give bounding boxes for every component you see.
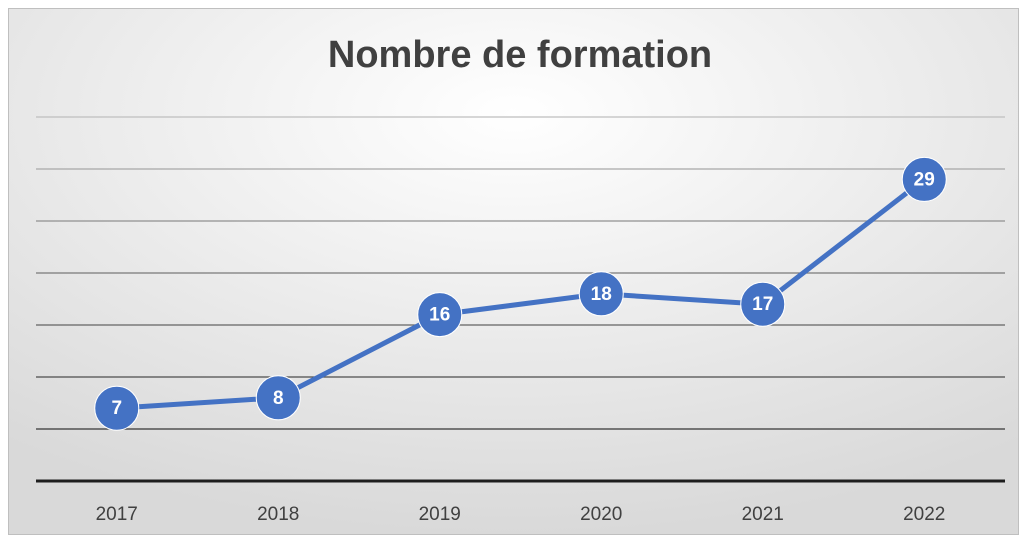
chart-title: Nombre de formation [328, 34, 712, 76]
x-tick-label: 2017 [96, 504, 138, 525]
data-label: 7 [111, 398, 122, 419]
marker [901, 156, 947, 202]
data-label: 16 [429, 305, 450, 326]
chart-area [8, 8, 1019, 535]
marker [740, 281, 786, 327]
data-label: 29 [914, 169, 935, 190]
marker [417, 292, 463, 338]
marker [255, 375, 301, 421]
marker [578, 271, 624, 317]
line [116, 177, 926, 411]
x-tick-label: 2019 [419, 504, 461, 525]
data-label: 18 [591, 284, 612, 305]
data-label: 17 [752, 294, 773, 315]
x-tick-label: 2018 [257, 504, 299, 525]
x-tick-label: 2020 [580, 504, 622, 525]
data-label: 8 [273, 388, 284, 409]
x-tick-label: 2022 [903, 504, 945, 525]
marker [94, 385, 140, 431]
x-tick-label: 2021 [742, 504, 784, 525]
